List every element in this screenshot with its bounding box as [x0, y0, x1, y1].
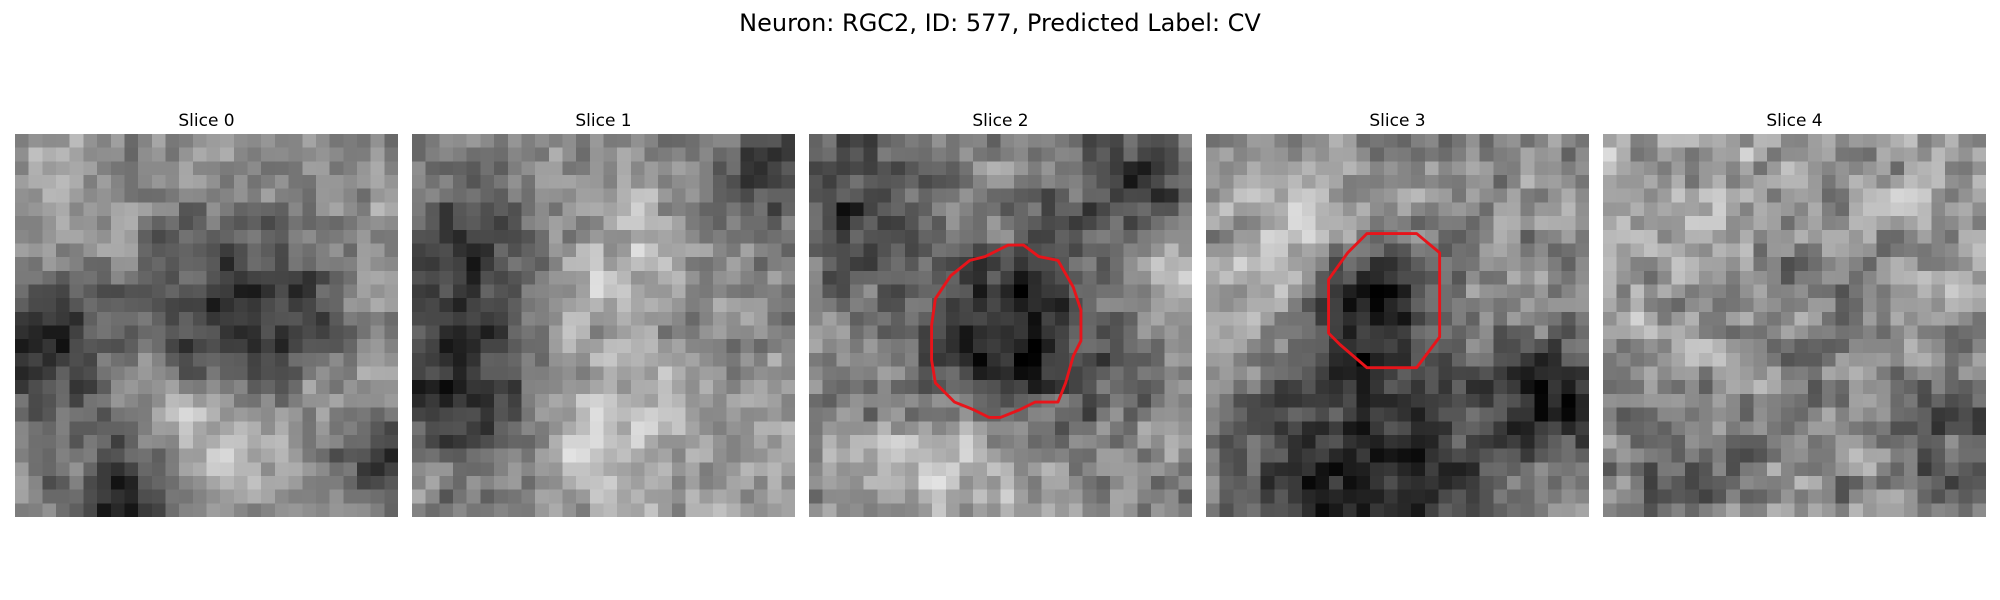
slice-image	[15, 134, 398, 517]
slice-panel-2: Slice 2	[809, 108, 1192, 517]
slice-title: Slice 2	[972, 111, 1029, 131]
slice-title: Slice 0	[178, 111, 235, 131]
slice-title: Slice 3	[1369, 111, 1426, 131]
slice-panel-0: Slice 0	[15, 108, 398, 517]
slice-image	[1603, 134, 1986, 517]
slice-title: Slice 1	[575, 111, 632, 131]
figure-title: Neuron: RGC2, ID: 577, Predicted Label: …	[739, 9, 1261, 37]
cell-contour	[930, 243, 1083, 419]
slice-panel-3: Slice 3	[1206, 108, 1589, 517]
slice-title: Slice 4	[1766, 111, 1823, 131]
cell-contour	[1327, 232, 1442, 370]
slice-image	[809, 134, 1192, 517]
slice-image	[1206, 134, 1589, 517]
slice-panel-1: Slice 1	[412, 108, 795, 517]
slice-image	[412, 134, 795, 517]
slice-panel-4: Slice 4	[1603, 108, 1986, 517]
